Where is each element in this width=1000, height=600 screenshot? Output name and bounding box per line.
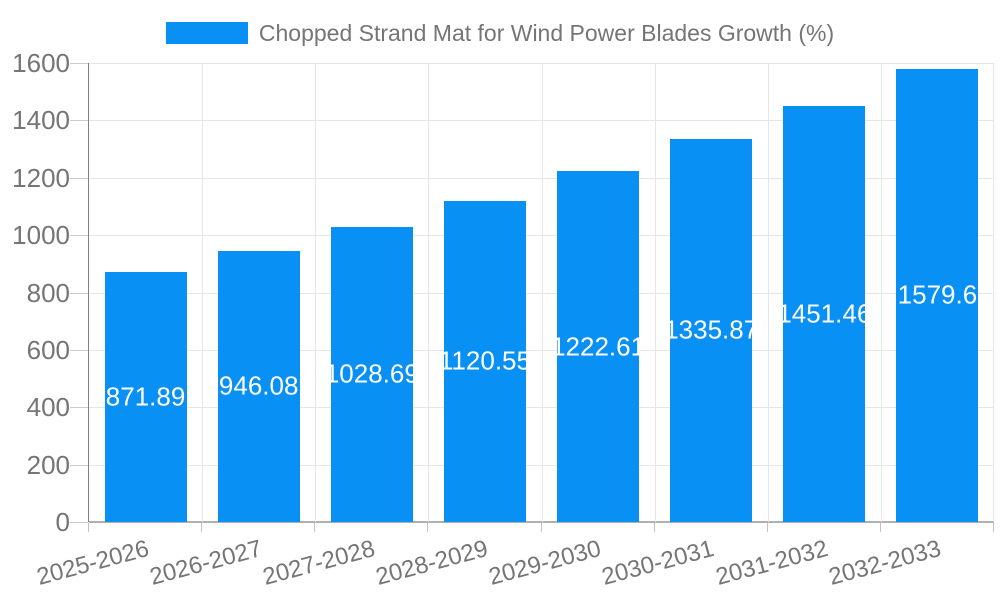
x-tick-label-2030-2031: 2030-2031 [599,535,718,591]
y-tick-mark [70,177,88,179]
x-tick-mark [653,523,655,532]
bar-2032-2033[interactable]: 1579.6 [896,68,979,522]
gridline-x-3 [428,63,430,522]
bar-2028-2029[interactable]: 1120.55 [439,200,531,522]
y-tick-mark [70,522,88,523]
bar-2026-2027[interactable]: 946.08 [217,250,300,522]
y-tick-mark [70,349,88,351]
gridline-x-7 [880,63,882,522]
y-tick-mark [70,464,88,466]
x-tick-label-2027-2028: 2027-2028 [259,535,378,591]
x-axis-baseline [89,521,994,523]
bar-value-label: 1120.55 [438,345,531,376]
y-tick-label-600: 600 [26,334,70,365]
x-tick-label-2028-2029: 2028-2029 [373,535,491,591]
bar-value-label: 1451.46 [777,298,872,329]
x-tick-mark [201,523,203,532]
chart-legend: Chopped Strand Mat for Wind Power Blades… [0,18,1000,48]
gridline-x-5 [654,63,656,522]
y-tick-label-400: 400 [26,392,70,423]
x-tick-label-2031-2032: 2031-2032 [712,535,831,591]
bar-2030-2031[interactable]: 1335.87 [664,138,758,522]
y-tick-label-800: 800 [26,277,70,308]
bar-2029-2030[interactable]: 1222.61 [551,171,645,522]
y-tick-mark [70,63,88,64]
y-tick-label-0: 0 [55,507,70,537]
y-tick-mark [70,120,88,122]
x-tick-mark [766,523,768,532]
x-tick-label-2026-2027: 2026-2027 [146,535,265,591]
x-tick-mark [879,523,881,532]
gridline-x-2 [315,63,317,522]
x-tick-mark [88,523,89,532]
y-tick-label-1600: 1600 [12,48,70,78]
bar-2027-2028[interactable]: 1028.69 [325,226,419,522]
bar-value-label: 1335.87 [664,314,759,345]
legend-swatch [165,22,248,44]
x-tick-mark [427,523,429,532]
x-tick-mark [314,523,316,532]
y-tick-label-1200: 1200 [12,162,70,193]
bar-value-label: 1579.6 [897,279,978,310]
y-tick-mark [70,407,88,409]
y-tick-mark [70,235,88,237]
legend-label: Chopped Strand Mat for Wind Power Blades… [258,19,835,46]
bar-value-label: 1028.69 [324,358,419,389]
x-tick-label-2025-2026: 2025-2026 [33,535,152,591]
x-tick-mark [993,523,994,532]
y-tick-label-200: 200 [26,449,70,480]
gridline-x-8 [993,63,994,522]
y-tick-mark [70,292,88,294]
gridline-x-1 [202,63,204,522]
gridline-x-4 [541,63,543,522]
bar-value-label: 946.08 [218,370,299,401]
gridline-x-6 [767,63,769,522]
x-tick-label-2032-2033: 2032-2033 [825,535,944,591]
y-tick-label-1400: 1400 [12,105,70,136]
bar-value-label: 1222.61 [551,331,646,362]
x-tick-label-2029-2030: 2029-2030 [486,535,605,591]
plot-area: 871.89 946.08 1028.69 1120.55 1222.61 1335.87… [88,63,994,523]
y-tick-label-1000: 1000 [12,220,70,251]
bar-2025-2026[interactable]: 871.89 [104,271,187,522]
bar-value-label: 871.89 [105,381,186,412]
x-tick-mark [540,523,542,532]
bar-2031-2032[interactable]: 1451.46 [777,105,871,522]
